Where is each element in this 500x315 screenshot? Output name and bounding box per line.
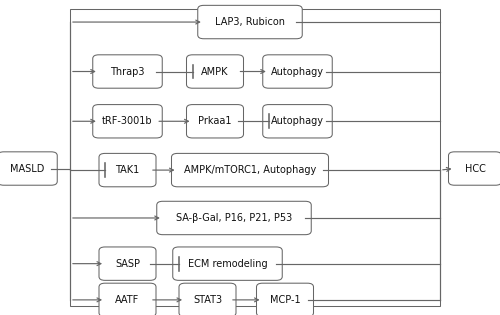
Text: SA-β-Gal, P16, P21, P53: SA-β-Gal, P16, P21, P53: [176, 213, 292, 223]
Text: AATF: AATF: [116, 295, 140, 305]
Text: Thrap3: Thrap3: [110, 66, 145, 77]
Text: tRF-3001b: tRF-3001b: [102, 116, 153, 126]
FancyBboxPatch shape: [93, 55, 162, 88]
FancyBboxPatch shape: [99, 153, 156, 187]
FancyBboxPatch shape: [256, 283, 314, 315]
Text: MASLD: MASLD: [10, 163, 44, 174]
Bar: [70, 9, 440, 306]
FancyBboxPatch shape: [99, 283, 156, 315]
FancyBboxPatch shape: [93, 105, 162, 138]
FancyBboxPatch shape: [179, 283, 236, 315]
Text: TAK1: TAK1: [116, 165, 140, 175]
FancyBboxPatch shape: [186, 55, 244, 88]
Text: LAP3, Rubicon: LAP3, Rubicon: [215, 17, 285, 27]
FancyBboxPatch shape: [172, 153, 328, 187]
Text: ECM remodeling: ECM remodeling: [188, 259, 268, 269]
Text: SASP: SASP: [115, 259, 140, 269]
FancyBboxPatch shape: [99, 247, 156, 280]
Text: Autophagy: Autophagy: [271, 116, 324, 126]
Text: AMPK/mTORC1, Autophagy: AMPK/mTORC1, Autophagy: [184, 165, 316, 175]
Text: MCP-1: MCP-1: [270, 295, 300, 305]
FancyBboxPatch shape: [186, 105, 244, 138]
FancyBboxPatch shape: [157, 201, 311, 235]
Text: HCC: HCC: [464, 163, 485, 174]
Text: Autophagy: Autophagy: [271, 66, 324, 77]
FancyBboxPatch shape: [448, 152, 500, 185]
FancyBboxPatch shape: [263, 55, 332, 88]
FancyBboxPatch shape: [198, 5, 302, 39]
FancyBboxPatch shape: [173, 247, 282, 280]
Text: AMPK: AMPK: [201, 66, 229, 77]
Text: Prkaa1: Prkaa1: [198, 116, 232, 126]
Text: STAT3: STAT3: [193, 295, 222, 305]
FancyBboxPatch shape: [263, 105, 332, 138]
FancyBboxPatch shape: [0, 152, 57, 185]
